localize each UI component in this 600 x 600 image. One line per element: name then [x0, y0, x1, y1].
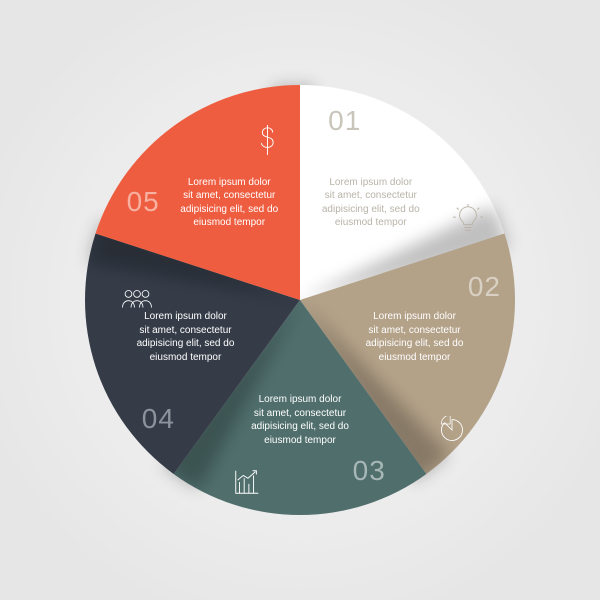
segment-number-05: 05: [127, 186, 160, 218]
segment-text-01: Lorem ipsum dolor sit amet, consectetur …: [306, 176, 436, 230]
segment-number-01: 01: [328, 105, 361, 137]
segment-text-04: Lorem ipsum dolor sit amet, consectetur …: [120, 310, 250, 364]
segment-number-02: 02: [468, 271, 501, 303]
segment-text-02: Lorem ipsum dolor sit amet, consectetur …: [350, 310, 480, 364]
segment-number-04: 04: [142, 403, 175, 435]
segment-text-03: Lorem ipsum dolor sit amet, consectetur …: [235, 393, 365, 447]
segment-number-03: 03: [353, 455, 386, 487]
infographic-pie: 01 Lorem ipsum dolor sit amet, consectetu…: [0, 0, 600, 600]
segment-text-05: Lorem ipsum dolor sit amet, consectetur …: [164, 176, 294, 230]
